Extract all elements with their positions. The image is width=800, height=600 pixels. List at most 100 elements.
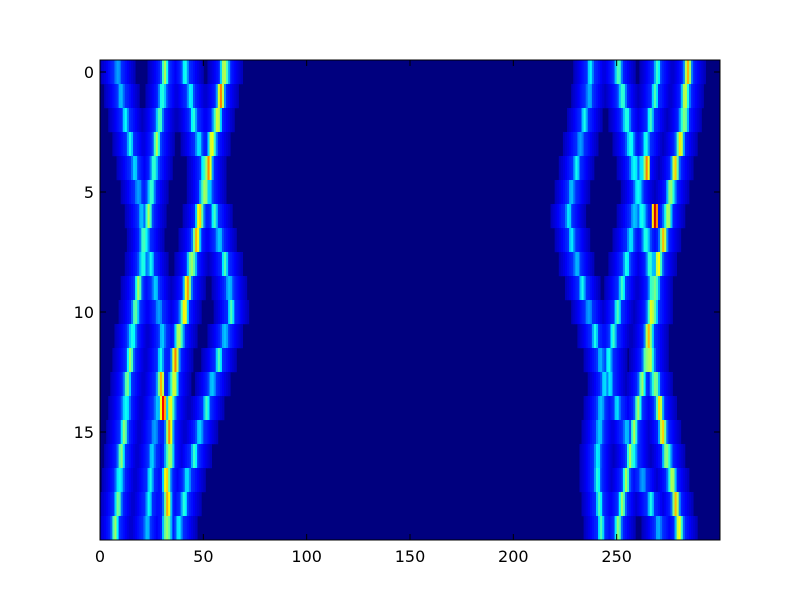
heatmap-cell (205, 156, 208, 181)
heatmap-cell (614, 516, 618, 541)
heatmap-cell (645, 420, 649, 445)
heatmap-cell (131, 276, 134, 301)
heatmap-cell (647, 300, 651, 325)
heatmap-cell (133, 324, 136, 349)
heatmap-cell (155, 444, 159, 469)
heatmap-cell (569, 228, 572, 253)
heatmap-cell (153, 396, 157, 421)
heatmap-cell (197, 60, 200, 85)
heatmap-cell (135, 180, 138, 205)
heatmap-cell (224, 276, 227, 301)
heatmap-cell (651, 84, 655, 109)
heatmap-cell (641, 84, 644, 109)
heatmap-cell (170, 324, 173, 349)
heatmap-cell (199, 468, 202, 493)
heatmap-cell (164, 132, 167, 157)
heatmap-cell (133, 180, 136, 205)
heatmap-cell (604, 468, 607, 493)
heatmap-cell (624, 396, 628, 421)
heatmap-cell (699, 108, 702, 133)
heatmap-cell (651, 204, 655, 229)
heatmap-cell (106, 60, 109, 85)
heatmap-cell (133, 108, 136, 133)
heatmap-cell (558, 204, 562, 229)
heatmap-cell (215, 372, 219, 397)
heatmap-cell (170, 300, 173, 325)
heatmap-cell (213, 180, 217, 205)
heatmap-cell (112, 396, 115, 421)
heatmap-cell (693, 84, 696, 109)
heatmap-cell (701, 60, 704, 85)
heatmap-cell (234, 300, 237, 325)
heatmap-cell (114, 132, 117, 157)
heatmap-cell (203, 420, 206, 445)
heatmap-cell (596, 300, 599, 325)
heatmap-cell (635, 372, 638, 397)
heatmap-cell (631, 444, 634, 469)
heatmap-cell (199, 492, 202, 517)
heatmap-cell (596, 132, 599, 157)
heatmap-cell (668, 180, 671, 205)
heatmap-cell (598, 444, 601, 469)
heatmap-cell (622, 468, 626, 493)
heatmap-cell (176, 300, 179, 325)
heatmap-cell (143, 204, 146, 229)
heatmap-cell (670, 492, 673, 517)
heatmap-cell (571, 276, 574, 301)
heatmap-cell (624, 156, 628, 181)
heatmap-cell (186, 228, 190, 253)
heatmap-cell (649, 324, 653, 349)
heatmap-cell (143, 252, 146, 277)
heatmap-cell (184, 444, 188, 469)
heatmap-cell (622, 132, 626, 157)
heatmap-cell (622, 516, 626, 541)
heatmap-cell (118, 396, 122, 421)
heatmap-cell (651, 60, 655, 85)
heatmap-cell (155, 276, 159, 301)
heatmap-cell (606, 516, 609, 541)
heatmap-cell (141, 492, 144, 517)
heatmap-cell (676, 180, 680, 205)
heatmap-cell (571, 108, 574, 133)
heatmap-cell (238, 300, 241, 325)
heatmap-cell (217, 372, 221, 397)
heatmap-cell (610, 420, 613, 445)
heatmap-cell (166, 60, 169, 85)
heatmap-cell (188, 252, 192, 277)
heatmap-cell (651, 324, 655, 349)
heatmap-cell (649, 516, 653, 541)
heatmap-cell (627, 60, 630, 85)
heatmap-cell (655, 324, 659, 349)
heatmap-cell (166, 132, 169, 157)
heatmap-cell (195, 132, 198, 157)
heatmap-cell (587, 108, 591, 133)
heatmap-cell (658, 60, 661, 85)
heatmap-cell (608, 396, 611, 421)
heatmap-cell (653, 444, 657, 469)
heatmap-cell (629, 468, 632, 493)
heatmap-cell (116, 372, 119, 397)
heatmap-cell (635, 108, 638, 133)
heatmap-cell (131, 420, 134, 445)
heatmap-cell (610, 516, 613, 541)
heatmap-cell (139, 156, 142, 181)
heatmap-cell (641, 228, 644, 253)
heatmap-cell (575, 276, 578, 301)
heatmap-cell (645, 324, 649, 349)
heatmap-cell (616, 300, 620, 325)
heatmap-cell (221, 276, 225, 301)
heatmap-cell (164, 444, 167, 469)
heatmap-cell (637, 372, 640, 397)
heatmap-cell (653, 228, 657, 253)
heatmap-cell (678, 204, 682, 229)
heatmap-cell (658, 228, 661, 253)
heatmap-cell (153, 372, 157, 397)
heatmap-cell (141, 108, 144, 133)
heatmap-cell (188, 84, 192, 109)
heatmap-cell (126, 204, 130, 229)
heatmap-cell (678, 492, 682, 517)
heatmap-cell (635, 84, 638, 109)
heatmap-cell (577, 276, 580, 301)
heatmap-cell (145, 156, 148, 181)
heatmap-cell (126, 516, 130, 541)
